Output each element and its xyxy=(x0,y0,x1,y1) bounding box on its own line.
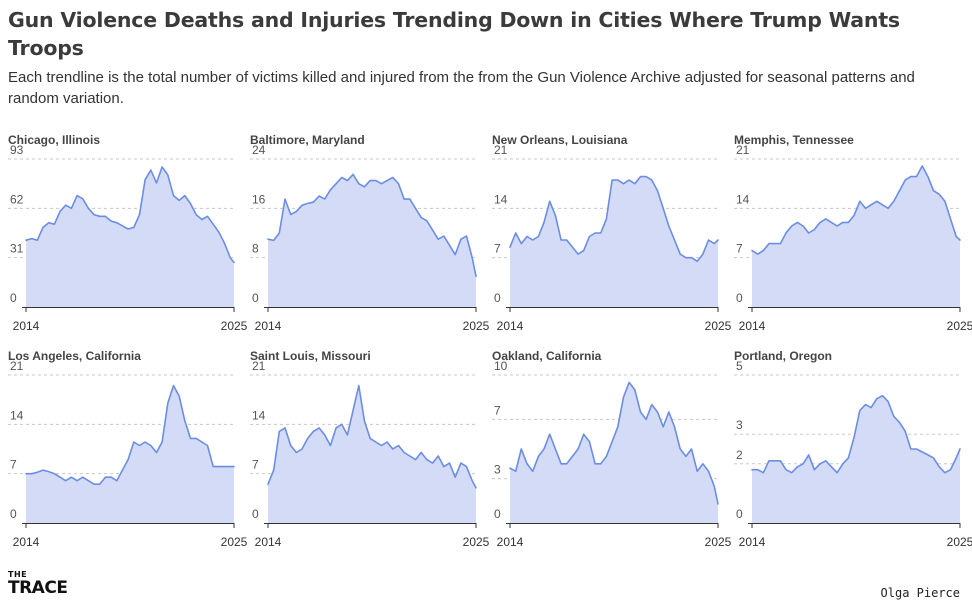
oakland-california-series-line xyxy=(509,381,719,505)
oakland-california-area xyxy=(510,382,718,523)
new-orleans-louisiana-series-line xyxy=(509,175,719,262)
new-orleans-louisiana-x-tick-label: 2014 xyxy=(497,319,524,333)
chicago-illinois-x-tick-label: 2025 xyxy=(221,319,248,333)
chart-subtitle: Each trendline is the total number of vi… xyxy=(8,69,915,107)
memphis-tennessee-y-tick-label: 0 xyxy=(736,291,743,305)
baltimore-maryland-y-tick-label: 24 xyxy=(252,143,266,157)
saint-louis-missouri-area xyxy=(268,385,476,523)
portland-oregon-area xyxy=(752,395,960,523)
oakland-california-y-tick-label: 3 xyxy=(494,463,501,477)
memphis-tennessee-x-tick-label: 2014 xyxy=(739,319,766,333)
baltimore-maryland-x-tick-label: 2025 xyxy=(463,319,490,333)
saint-louis-missouri-y-tick-label: 21 xyxy=(252,359,266,373)
oakland-california-y-tick-label: 10 xyxy=(494,359,508,373)
saint-louis-missouri-series-line xyxy=(267,384,477,489)
logo-line-1: THE xyxy=(8,570,28,579)
new-orleans-louisiana-area xyxy=(510,176,718,307)
memphis-tennessee-y-tick-label: 14 xyxy=(736,192,750,206)
memphis-tennessee-series-line xyxy=(751,165,961,255)
portland-oregon-y-tick-label: 5 xyxy=(736,359,743,373)
portland-oregon-y-tick-label: 2 xyxy=(736,448,743,462)
baltimore-maryland-area xyxy=(268,174,476,307)
los-angeles-california-series-line xyxy=(25,384,235,485)
saint-louis-missouri-y-tick-label: 14 xyxy=(252,408,266,422)
oakland-california-x-tick-label: 2025 xyxy=(705,535,732,549)
saint-louis-missouri-x-tick-label: 2014 xyxy=(255,535,282,549)
memphis-tennessee-panel-title: Memphis, Tennessee xyxy=(734,133,854,147)
los-angeles-california-panel-title: Los Angeles, California xyxy=(8,349,141,363)
new-orleans-louisiana-y-tick-label: 21 xyxy=(494,143,508,157)
new-orleans-louisiana-y-tick-label: 7 xyxy=(494,242,501,256)
los-angeles-california-x-tick-label: 2014 xyxy=(13,535,40,549)
los-angeles-california-y-tick-label: 21 xyxy=(10,359,24,373)
the-trace-logo: THE TRACE xyxy=(8,570,68,598)
baltimore-maryland-x-tick-label: 2014 xyxy=(255,319,282,333)
los-angeles-california-y-tick-label: 14 xyxy=(10,408,24,422)
oakland-california-x-tick-label: 2014 xyxy=(497,535,524,549)
saint-louis-missouri-y-tick-label: 0 xyxy=(252,507,259,521)
portland-oregon-y-tick-label: 3 xyxy=(736,418,743,432)
chicago-illinois-y-tick-label: 62 xyxy=(10,192,24,206)
saint-louis-missouri-x-tick-label: 2025 xyxy=(463,535,490,549)
baltimore-maryland-series-line xyxy=(267,173,477,277)
oakland-california-panel-title: Oakland, California xyxy=(492,349,602,363)
baltimore-maryland-panel-title: Baltimore, Maryland xyxy=(250,133,365,147)
los-angeles-california-x-tick-label: 2025 xyxy=(221,535,248,549)
portland-oregon-x-tick-label: 2025 xyxy=(947,535,972,549)
saint-louis-missouri-panel-title: Saint Louis, Missouri xyxy=(250,349,371,363)
chicago-illinois-y-tick-label: 93 xyxy=(10,143,24,157)
baltimore-maryland-y-tick-label: 0 xyxy=(252,291,259,305)
logo-line-2: TRACE xyxy=(8,578,68,598)
chicago-illinois-y-tick-label: 31 xyxy=(10,242,24,256)
oakland-california-y-tick-label: 0 xyxy=(494,507,501,521)
portland-oregon-series-line xyxy=(751,394,961,474)
chicago-illinois-series-line xyxy=(25,166,235,264)
baltimore-maryland-y-tick-label: 8 xyxy=(252,242,259,256)
baltimore-maryland-y-tick-label: 16 xyxy=(252,192,266,206)
memphis-tennessee-y-tick-label: 21 xyxy=(736,143,750,157)
memphis-tennessee-area xyxy=(752,166,960,307)
chart-title: Gun Violence Deaths and Injuries Trendin… xyxy=(8,8,900,60)
new-orleans-louisiana-x-tick-label: 2025 xyxy=(705,319,732,333)
chicago-illinois-x-tick-label: 2014 xyxy=(13,319,40,333)
chicago-illinois-y-tick-label: 0 xyxy=(10,291,17,305)
memphis-tennessee-y-tick-label: 7 xyxy=(736,242,743,256)
oakland-california-y-tick-label: 7 xyxy=(494,403,501,417)
chicago-illinois-panel-title: Chicago, Illinois xyxy=(8,133,100,147)
new-orleans-louisiana-panel-title: New Orleans, Louisiana xyxy=(492,133,628,147)
los-angeles-california-y-tick-label: 0 xyxy=(10,507,17,521)
new-orleans-louisiana-y-tick-label: 14 xyxy=(494,192,508,206)
author-credit: Olga Pierce xyxy=(880,586,960,600)
new-orleans-louisiana-y-tick-label: 0 xyxy=(494,291,501,305)
chicago-illinois-area xyxy=(26,167,234,307)
saint-louis-missouri-y-tick-label: 7 xyxy=(252,458,259,472)
portland-oregon-x-tick-label: 2014 xyxy=(739,535,766,549)
los-angeles-california-y-tick-label: 7 xyxy=(10,458,17,472)
portland-oregon-panel-title: Portland, Oregon xyxy=(734,349,832,363)
portland-oregon-y-tick-label: 0 xyxy=(736,507,743,521)
memphis-tennessee-x-tick-label: 2025 xyxy=(947,319,972,333)
